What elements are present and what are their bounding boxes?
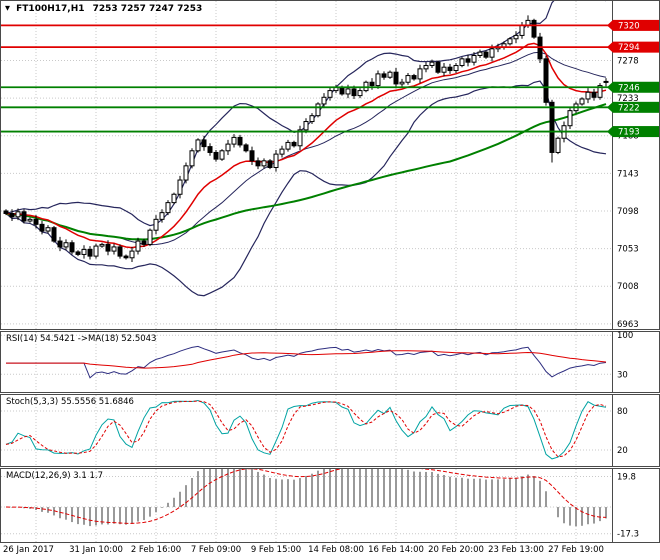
svg-text:7246: 7246 (618, 83, 640, 93)
chart-title: ▼ FT100H17,H1 7253 7257 7247 7253 (5, 4, 202, 14)
stochastic-indicator-label: Stoch(5,3,3) 55.5556 51.6846 (6, 397, 134, 407)
fast-ma-line (5, 42, 607, 249)
rsi-line (6, 345, 607, 379)
time-axis-label: 20 Feb 20:00 (428, 545, 484, 555)
rsi-indicator-label: RSI(14) 54.5421 ->MA(18) 52.5043 (6, 334, 157, 344)
price-level-badge: 7222 (607, 101, 659, 113)
macd-panel-canvas[interactable]: 19.8 -17.3 (0, 468, 660, 543)
time-axis-label: 7 Feb 09:00 (190, 545, 242, 555)
axis-tick-label: -17.3 (617, 530, 639, 540)
plot-area (1, 469, 612, 527)
time-axis-label: 16 Feb 14:00 (368, 545, 424, 555)
axis-tick-label: 20 (617, 446, 628, 456)
axis-tick-label: 7053 (617, 245, 639, 255)
panel-border (0, 0, 660, 330)
price-level-badge: 7193 (607, 126, 659, 138)
time-axis-label: 31 Jan 10:00 (69, 545, 123, 555)
time-axis-label: 23 Feb 13:00 (488, 545, 544, 555)
plot-area (6, 345, 607, 379)
gridlines (1, 1, 612, 329)
axis-tick-label: 7233 (617, 94, 639, 104)
price-level-badge: 7320 (607, 19, 659, 31)
svg-text:7320: 7320 (618, 21, 640, 31)
axis-tick-label: 7098 (617, 207, 639, 217)
svg-text:7222: 7222 (618, 103, 640, 113)
time-axis-label: 26 Jan 2017 (3, 545, 54, 555)
stochastic-d-line (5, 400, 607, 458)
axis-tick-label: 7278 (617, 57, 639, 67)
ohlc-quote-label: 7253 7257 7247 7253 (92, 4, 203, 14)
macd-indicator-label: MACD(12,26,9) 3.1 1.7 (6, 471, 103, 481)
macd-signal-line (5, 469, 607, 524)
bollinger-lower-band (5, 80, 607, 297)
price-chart-canvas[interactable]: 7278723371887143709870537008696373207294… (0, 0, 660, 330)
svg-text:7193: 7193 (618, 128, 640, 138)
axis-tick-label: 6963 (617, 320, 639, 330)
slow-ma-line (5, 103, 607, 241)
time-axis-label: 14 Feb 08:00 (308, 545, 364, 555)
time-axis-label: 27 Feb 19:00 (548, 545, 604, 555)
time-axis: 26 Jan 2017 31 Jan 10:00 2 Feb 16:00 7 Feb … (0, 545, 660, 559)
symbol-dropdown-icon: ▼ (5, 4, 10, 12)
svg-text:7294: 7294 (618, 43, 640, 53)
axis-tick-label: 100 (617, 331, 633, 341)
time-axis-label: 2 Feb 16:00 (130, 545, 182, 555)
price-level-badge: 7294 (607, 41, 659, 53)
plot-area (1, 1, 612, 297)
axis-tick-label: 7008 (617, 282, 639, 292)
rsi-panel-canvas[interactable]: 100 30 (0, 331, 660, 393)
axis-tick-label: 19.8 (617, 472, 636, 482)
axis-tick-label: 7143 (617, 169, 639, 179)
axis-tick-label: 80 (617, 407, 628, 417)
candles (3, 15, 609, 262)
gridlines (1, 332, 612, 392)
stochastic-k-line (5, 399, 607, 460)
axis-tick-label: 30 (617, 370, 628, 380)
time-axis-label: 9 Feb 15:00 (250, 545, 302, 555)
macd-histogram (11, 469, 607, 527)
plot-area (5, 399, 607, 460)
price-level-badge: 7246 (607, 81, 659, 93)
symbol-timeframe-label: FT100H17,H1 (16, 4, 85, 14)
rsi-ma-line (6, 350, 607, 369)
